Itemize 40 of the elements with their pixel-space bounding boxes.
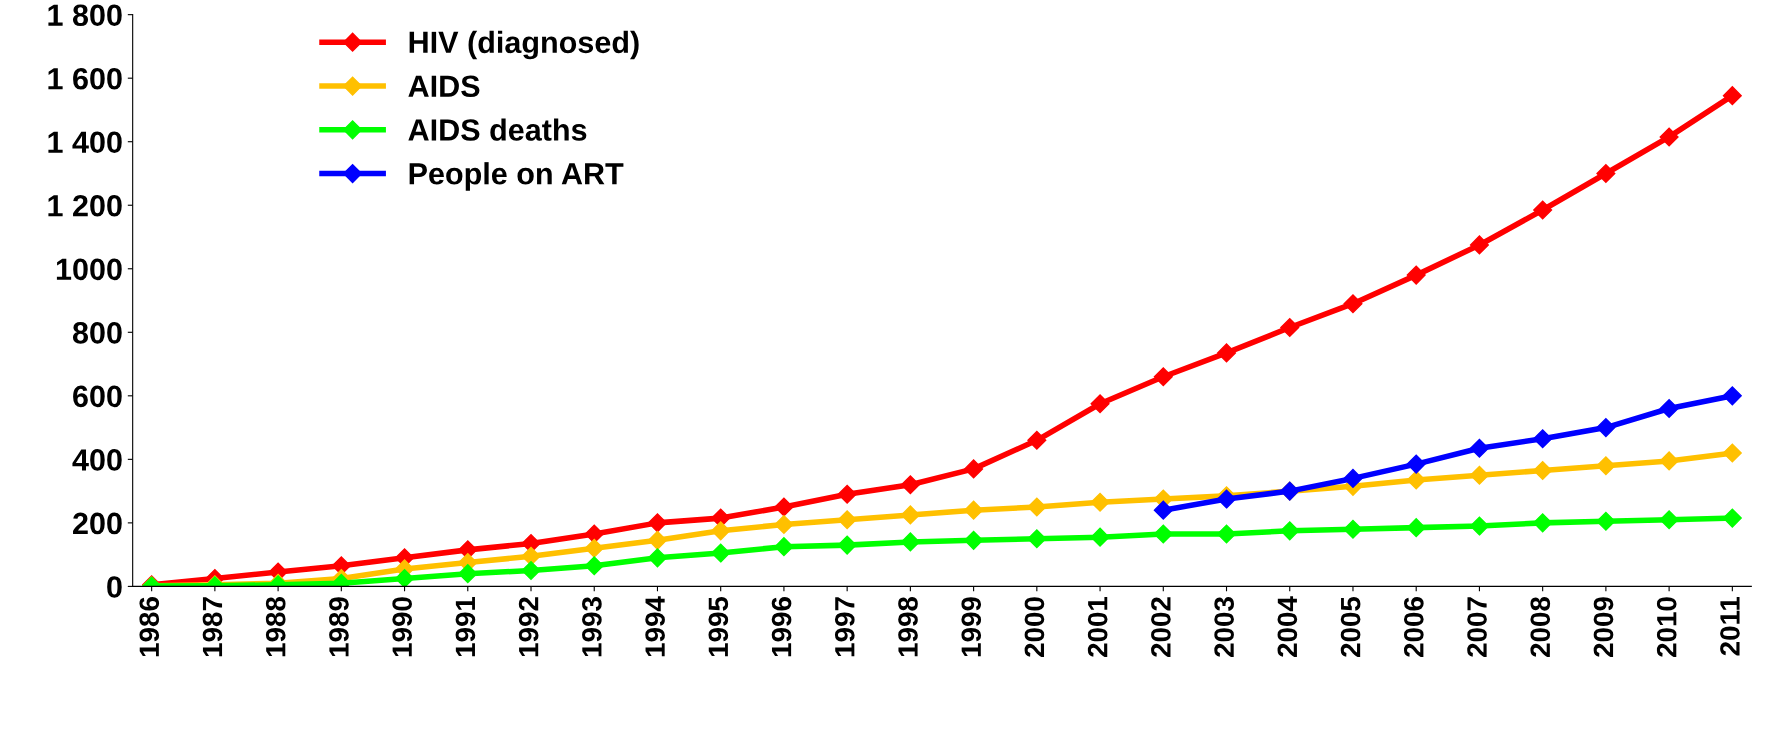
x-tick-label: 2002 bbox=[1151, 597, 1171, 657]
y-tick-label: 400 bbox=[72, 449, 122, 471]
x-tick-label: 2003 bbox=[1214, 597, 1235, 657]
legend-label: People on ART bbox=[409, 162, 624, 191]
x-tick-label: 1991 bbox=[455, 596, 476, 657]
x-tick-label: 2001 bbox=[1087, 596, 1108, 657]
x-tick-label: 1996 bbox=[771, 597, 792, 657]
y-tick-label: 800 bbox=[72, 322, 122, 344]
y-tick-label: 0 bbox=[107, 576, 122, 598]
y-tick-label: 1 200 bbox=[48, 194, 122, 217]
x-tick-label: 1993 bbox=[582, 597, 602, 657]
x-tick-label: 2007 bbox=[1467, 597, 1487, 657]
legend-label: HIV (diagnosed) bbox=[409, 30, 639, 60]
x-tick-label: 2006 bbox=[1403, 597, 1424, 657]
y-tick-label: 1000 bbox=[56, 258, 122, 281]
x-tick-label: 1994 bbox=[645, 596, 665, 657]
x-tick-label: 2009 bbox=[1593, 597, 1614, 657]
y-tick-label: 600 bbox=[73, 385, 122, 408]
x-tick-label: 1997 bbox=[834, 597, 855, 657]
x-tick-label: 2004 bbox=[1277, 596, 1298, 657]
x-tick-label: 1986 bbox=[139, 597, 160, 657]
x-tick-label: 1988 bbox=[265, 596, 286, 657]
x-tick-label: 2011 bbox=[1720, 596, 1740, 656]
y-tick-label: 1 400 bbox=[48, 131, 122, 154]
x-tick-label: 2010 bbox=[1656, 597, 1677, 657]
x-tick-label: 1987 bbox=[202, 597, 223, 657]
x-tick-label: 1992 bbox=[518, 597, 539, 657]
y-tick-label: 200 bbox=[73, 512, 122, 535]
y-tick-label: 1 600 bbox=[48, 67, 122, 90]
x-tick-label: 1999 bbox=[961, 597, 982, 657]
x-tick-label: 2008 bbox=[1530, 596, 1551, 657]
legend-label: AIDS deaths bbox=[408, 118, 587, 141]
y-tick-label: 1 800 bbox=[48, 4, 122, 27]
x-tick-label: 1995 bbox=[708, 596, 729, 657]
x-tick-label: 1990 bbox=[392, 597, 413, 657]
x-tick-label: 1989 bbox=[329, 597, 349, 657]
legend-label: AIDS bbox=[408, 75, 480, 98]
x-tick-label: 2005 bbox=[1340, 596, 1361, 657]
x-tick-label: 1998 bbox=[898, 596, 918, 657]
x-tick-label: 2000 bbox=[1024, 597, 1045, 657]
